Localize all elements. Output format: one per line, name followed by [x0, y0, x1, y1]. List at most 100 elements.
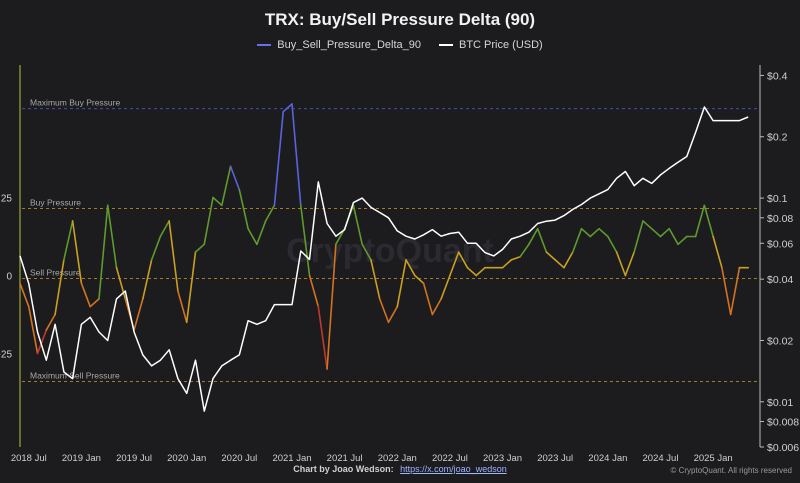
delta-series-segment [378, 298, 390, 324]
delta-series-segment [326, 243, 337, 370]
delta-series-segment [291, 103, 302, 207]
right-tick-label: $0.006 [767, 442, 799, 454]
legend: Buy_Sell_Pressure_Delta_90 BTC Price (US… [0, 39, 800, 51]
x-tick-label: 2021 Jul [327, 453, 363, 464]
delta-series-segment [571, 227, 583, 253]
x-tick-label: 2023 Jul [537, 453, 573, 464]
delta-series-segment [370, 259, 381, 300]
right-tick-label: $0.04 [767, 274, 793, 286]
delta-series-segment [229, 165, 241, 191]
x-tick-label: 2020 Jan [167, 453, 206, 464]
x-tick-label: 2022 Jan [378, 453, 417, 464]
credit-label: Chart by Joao Wedson: [293, 464, 394, 474]
delta-series-segment [159, 220, 170, 238]
delta-series-segment [528, 227, 539, 246]
delta-series-segment [27, 305, 39, 355]
copyright-text: © CryptoQuant. All rights reserved [670, 466, 793, 475]
right-tick-label: $0.008 [767, 417, 799, 429]
delta-series-segment [63, 220, 74, 261]
x-tick-label: 2022 Jul [432, 453, 468, 464]
delta-series-segment [396, 259, 407, 308]
delta-series-segment [475, 266, 486, 277]
delta-series-segment [106, 204, 118, 269]
right-tick-label: $0.2 [767, 132, 788, 144]
x-tick-label: 2025 Jan [694, 453, 733, 464]
delta-series-segment [54, 259, 65, 316]
delta-series-segment [563, 251, 574, 269]
delta-series-segment [194, 243, 206, 253]
x-tick-label: 2024 Jul [643, 453, 679, 464]
right-tick-label: $0.4 [767, 70, 788, 82]
delta-series-segment [203, 196, 214, 246]
delta-series-segment [624, 251, 635, 277]
x-tick-label: 2021 Jan [272, 453, 311, 464]
left-tick-label: 0 [6, 271, 12, 282]
delta-series-segment [721, 266, 732, 316]
delta-series-segment [282, 103, 293, 113]
delta-series-segment [659, 227, 671, 238]
right-tick-label: $0.01 [767, 397, 793, 409]
delta-series-segment [352, 204, 363, 246]
legend-swatch-delta [257, 44, 272, 46]
reference-line-label: Maximum Buy Pressure [30, 98, 120, 108]
delta-series-segment [466, 266, 478, 277]
delta-series-segment [642, 220, 653, 230]
btc-price-line [19, 106, 749, 412]
delta-series-segment [414, 274, 425, 285]
delta-series-segment [668, 227, 679, 246]
delta-series-segment [536, 227, 548, 253]
right-tick-label: $0.1 [767, 193, 788, 205]
chart-title: TRX: Buy/Sell Pressure Delta (90) [264, 10, 536, 29]
delta-series-segment [299, 204, 311, 277]
delta-series-segment [19, 282, 30, 308]
reference-line-label: Sell Pressure [30, 268, 81, 278]
delta-series-segment [238, 188, 249, 230]
legend-item-delta[interactable]: Buy_Sell_Pressure_Delta_90 [257, 39, 421, 51]
delta-series-segment [554, 259, 565, 269]
reference-line-label: Maximum Sell Pressure [30, 371, 120, 381]
delta-series-segment [317, 305, 328, 370]
watermark: CryptoQuant [286, 232, 494, 270]
delta-series-segment [247, 227, 258, 246]
delta-series-segment [45, 313, 56, 331]
delta-series-segment [212, 196, 223, 207]
delta-series-segment [431, 298, 442, 316]
delta-series-segment [115, 266, 127, 300]
delta-series-segment [308, 274, 320, 308]
delta-series-segment [177, 290, 188, 324]
credit-link[interactable]: https://x.com/joao_wedson [400, 464, 507, 474]
x-tick-label: 2020 Jul [221, 453, 257, 464]
x-tick-label: 2019 Jul [116, 453, 152, 464]
delta-series-segment [650, 227, 662, 238]
delta-series-segment [519, 243, 530, 258]
legend-label-btc-price: BTC Price (USD) [458, 39, 543, 51]
right-tick-label: $0.06 [767, 238, 793, 250]
delta-series-segment [142, 259, 153, 300]
delta-series-segment [615, 251, 627, 277]
x-tick-label: 2018 Jul [11, 453, 47, 464]
delta-series-segment [449, 251, 460, 277]
delta-series-segment [510, 255, 521, 261]
delta-series-segment [98, 204, 109, 300]
left-tick-label: -25 [0, 349, 12, 360]
delta-series-segment [273, 110, 285, 207]
delta-series-segment [71, 220, 83, 285]
left-tick-label: 25 [1, 194, 13, 205]
delta-series-segment [703, 204, 714, 238]
delta-series-segment [422, 282, 434, 316]
delta-series-segment [256, 220, 267, 246]
delta-series-segment [361, 243, 372, 261]
x-tick-label: 2019 Jan [62, 453, 101, 464]
delta-series-segment [220, 165, 232, 207]
delta-series-segment [133, 298, 144, 331]
legend-item-btc-price[interactable]: BTC Price (USD) [438, 39, 543, 51]
delta-series-segment [694, 204, 706, 238]
delta-series-segment [580, 227, 592, 238]
chart-footer: Chart by Joao Wedson: https://x.com/joao… [0, 464, 800, 474]
delta-series-segment [440, 274, 451, 300]
delta-series-segment [405, 259, 416, 277]
delta-series-segment [185, 251, 197, 324]
delta-series-segment [89, 298, 100, 308]
delta-series-segment [80, 282, 91, 308]
